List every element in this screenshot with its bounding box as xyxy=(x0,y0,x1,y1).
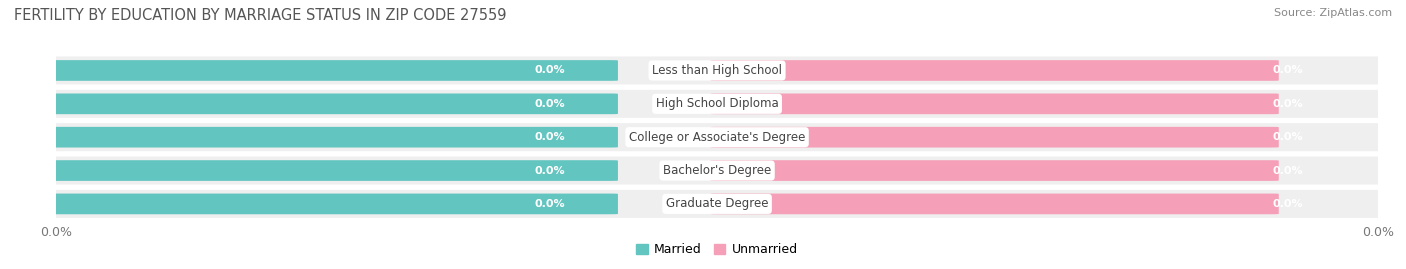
Text: 0.0%: 0.0% xyxy=(534,199,565,209)
Text: College or Associate's Degree: College or Associate's Degree xyxy=(628,131,806,144)
FancyBboxPatch shape xyxy=(710,194,1279,214)
Legend: Married, Unmarried: Married, Unmarried xyxy=(631,238,803,261)
FancyBboxPatch shape xyxy=(44,90,1391,118)
Text: 0.0%: 0.0% xyxy=(534,65,565,76)
Text: 0.0%: 0.0% xyxy=(534,165,565,176)
Text: Source: ZipAtlas.com: Source: ZipAtlas.com xyxy=(1274,8,1392,18)
Text: 0.0%: 0.0% xyxy=(1272,99,1303,109)
FancyBboxPatch shape xyxy=(44,157,1391,185)
Text: 0.0%: 0.0% xyxy=(1272,199,1303,209)
Text: 0.0%: 0.0% xyxy=(1272,132,1303,142)
FancyBboxPatch shape xyxy=(710,94,1279,114)
Text: 0.0%: 0.0% xyxy=(1272,65,1303,76)
Text: Graduate Degree: Graduate Degree xyxy=(666,197,768,210)
FancyBboxPatch shape xyxy=(49,160,617,181)
Text: Bachelor's Degree: Bachelor's Degree xyxy=(664,164,770,177)
FancyBboxPatch shape xyxy=(44,190,1391,218)
Text: 0.0%: 0.0% xyxy=(534,132,565,142)
FancyBboxPatch shape xyxy=(710,160,1279,181)
Text: Less than High School: Less than High School xyxy=(652,64,782,77)
FancyBboxPatch shape xyxy=(49,127,617,147)
Text: 0.0%: 0.0% xyxy=(1272,165,1303,176)
FancyBboxPatch shape xyxy=(44,123,1391,151)
FancyBboxPatch shape xyxy=(49,60,617,81)
FancyBboxPatch shape xyxy=(710,127,1279,147)
FancyBboxPatch shape xyxy=(44,56,1391,84)
FancyBboxPatch shape xyxy=(49,194,617,214)
Text: 0.0%: 0.0% xyxy=(534,99,565,109)
Text: FERTILITY BY EDUCATION BY MARRIAGE STATUS IN ZIP CODE 27559: FERTILITY BY EDUCATION BY MARRIAGE STATU… xyxy=(14,8,506,23)
Text: High School Diploma: High School Diploma xyxy=(655,97,779,110)
FancyBboxPatch shape xyxy=(49,94,617,114)
FancyBboxPatch shape xyxy=(710,60,1279,81)
